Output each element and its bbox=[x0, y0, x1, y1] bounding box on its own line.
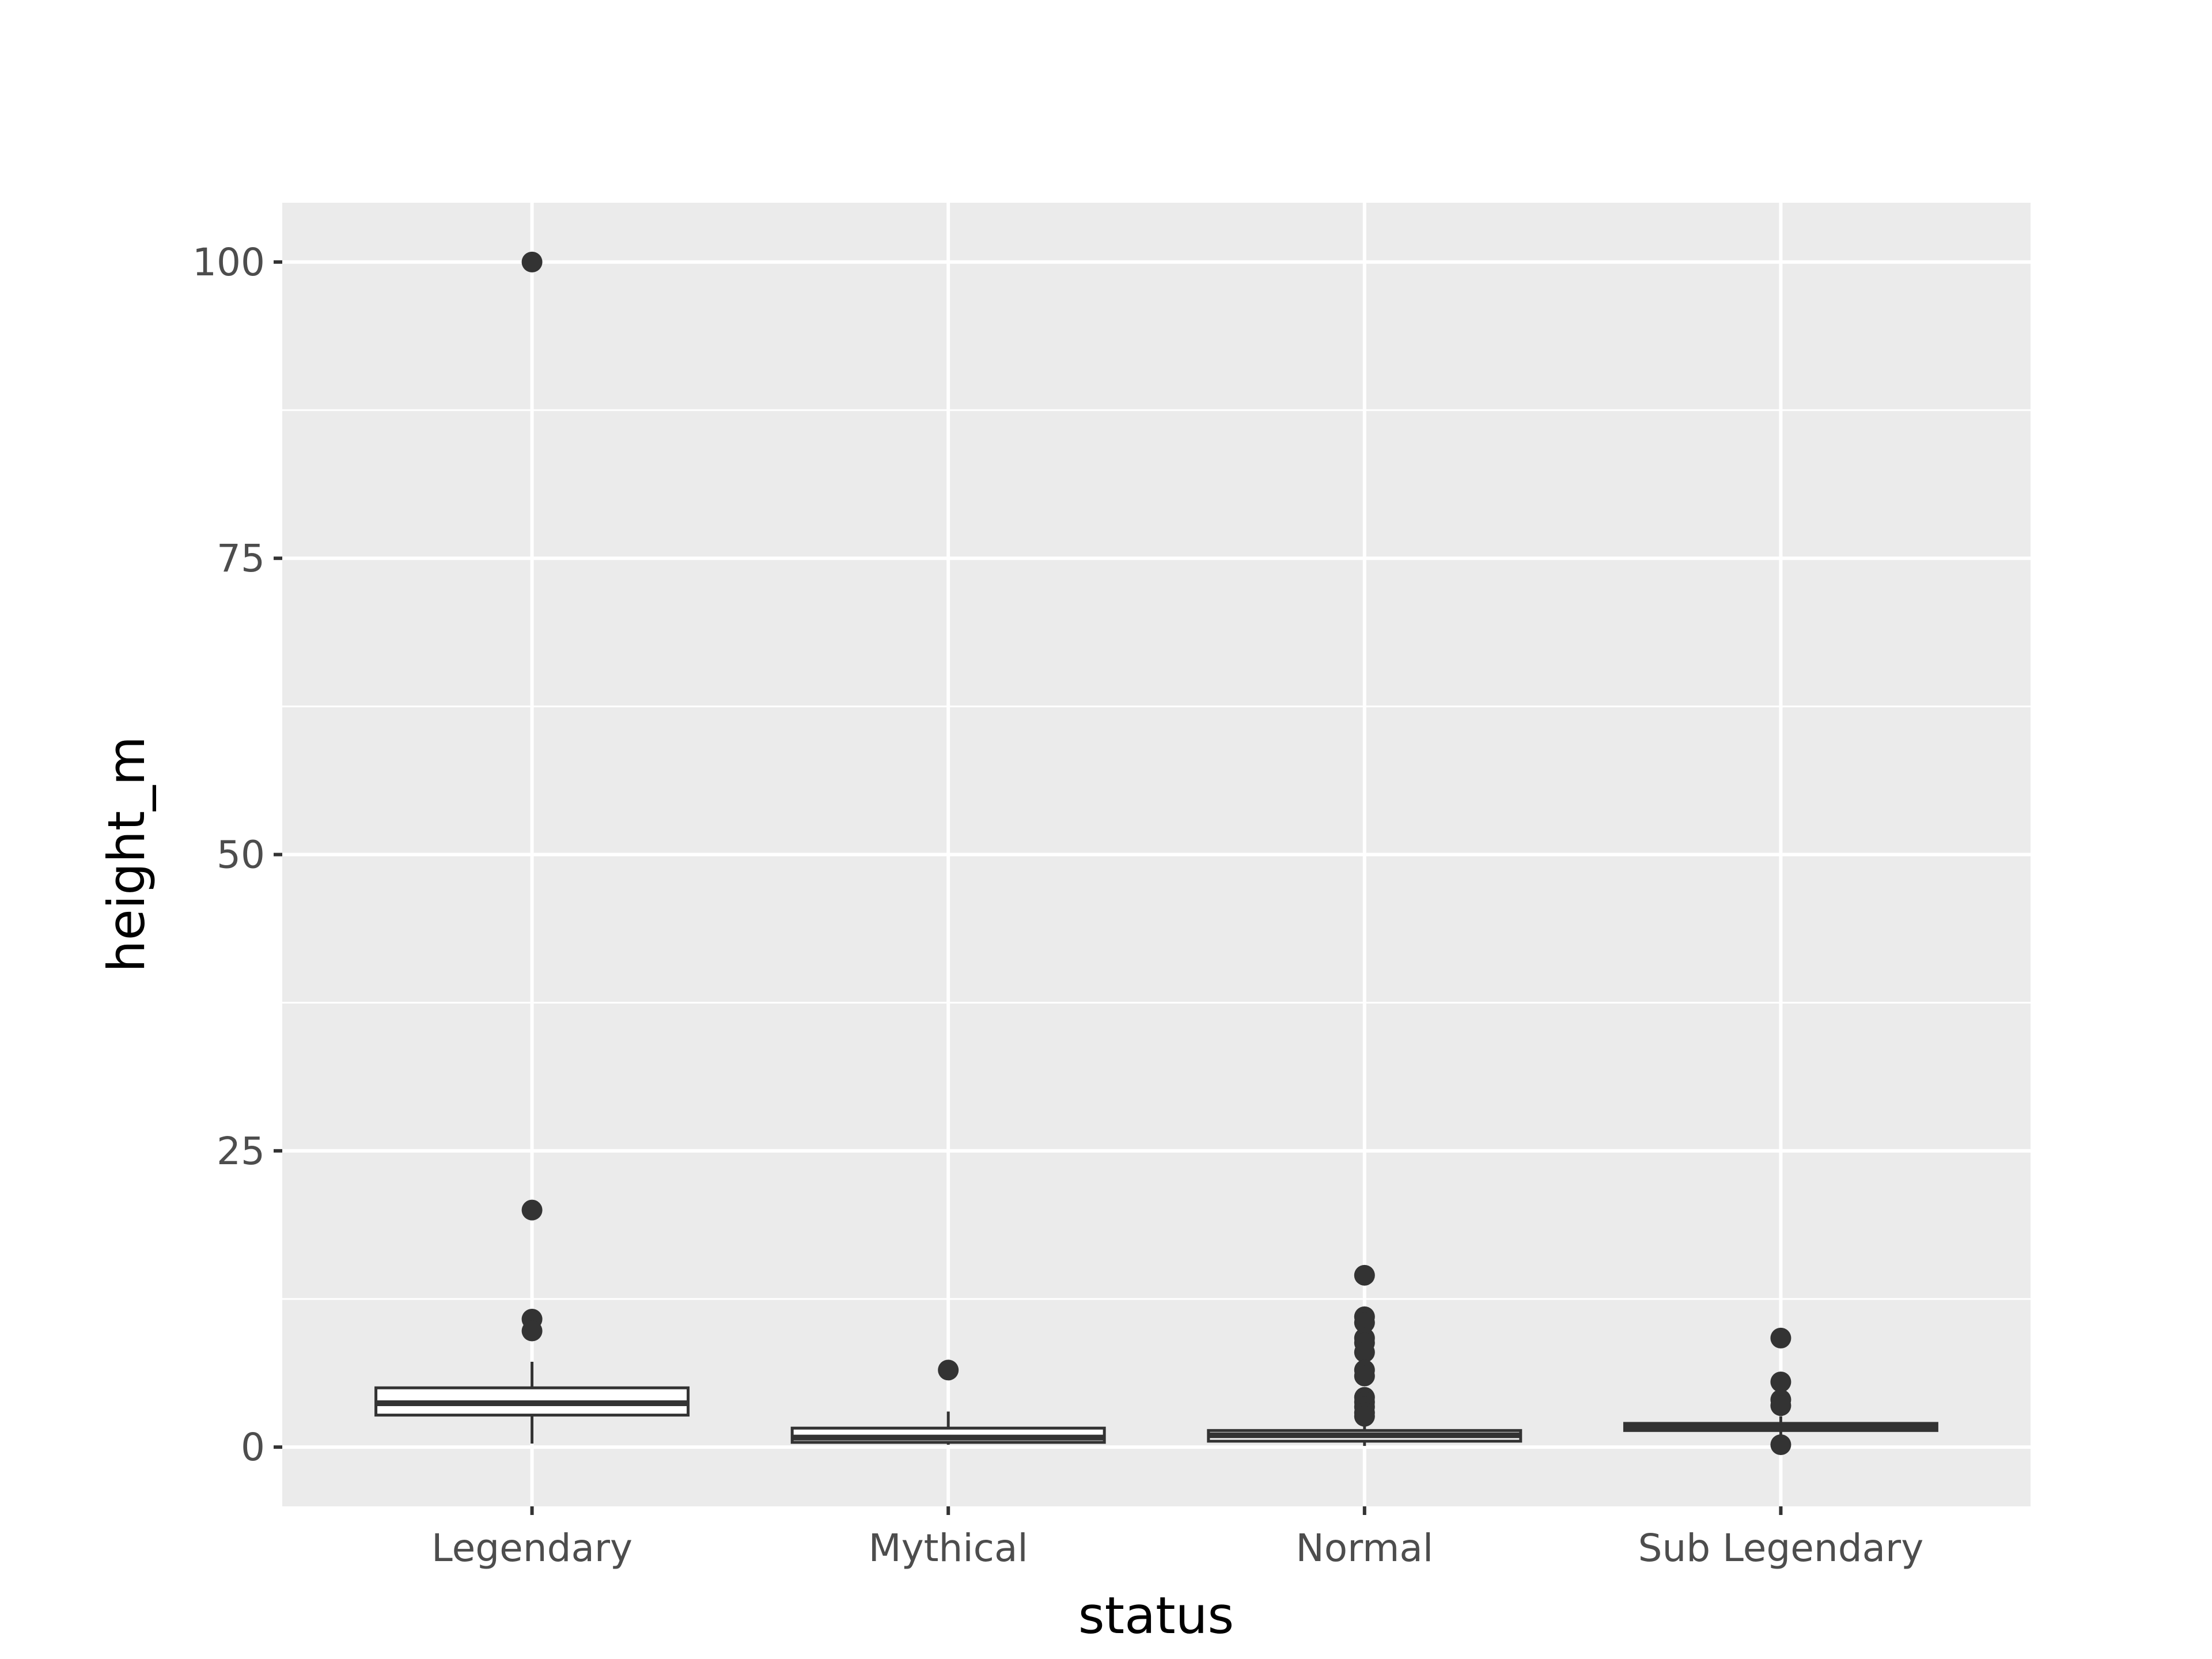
outlier-point bbox=[1770, 1327, 1791, 1349]
outlier-point bbox=[521, 251, 543, 272]
y-tick-label: 100 bbox=[192, 240, 265, 285]
outlier-point bbox=[521, 1199, 543, 1221]
box-group bbox=[790, 1359, 1106, 1445]
outlier-point bbox=[1354, 1264, 1375, 1286]
box-group bbox=[1623, 1327, 1938, 1456]
y-axis: 0 25 50 75 100 bbox=[192, 240, 282, 1469]
outlier-point bbox=[521, 1320, 543, 1342]
outlier-point bbox=[1354, 1312, 1375, 1334]
x-tick-label: Mythical bbox=[869, 1526, 1028, 1570]
x-tick-label: Legendary bbox=[431, 1526, 632, 1570]
outlier-point bbox=[1354, 1406, 1375, 1427]
outlier-point bbox=[1770, 1395, 1791, 1416]
x-tick-label: Normal bbox=[1296, 1526, 1433, 1570]
x-axis-title: status bbox=[1078, 1586, 1234, 1645]
y-axis-title: height_m bbox=[97, 736, 156, 972]
outlier-point bbox=[1770, 1371, 1791, 1392]
box-group bbox=[1207, 1264, 1522, 1446]
boxes bbox=[374, 251, 1938, 1456]
y-tick-label: 25 bbox=[217, 1129, 265, 1173]
outlier-point bbox=[1770, 1434, 1791, 1456]
outlier-point bbox=[938, 1359, 959, 1381]
y-tick-label: 50 bbox=[217, 833, 265, 877]
outlier-point bbox=[1354, 1365, 1375, 1387]
y-tick-label: 0 bbox=[241, 1425, 265, 1469]
x-axis: Legendary Mythical Normal Sub Legendary bbox=[431, 1506, 1923, 1570]
box-group bbox=[374, 251, 690, 1444]
x-tick-label: Sub Legendary bbox=[1638, 1526, 1924, 1570]
grid-major bbox=[282, 203, 2031, 1506]
y-tick-label: 75 bbox=[217, 536, 265, 581]
outlier-point bbox=[1354, 1342, 1375, 1363]
grid-minor bbox=[282, 409, 2031, 1300]
